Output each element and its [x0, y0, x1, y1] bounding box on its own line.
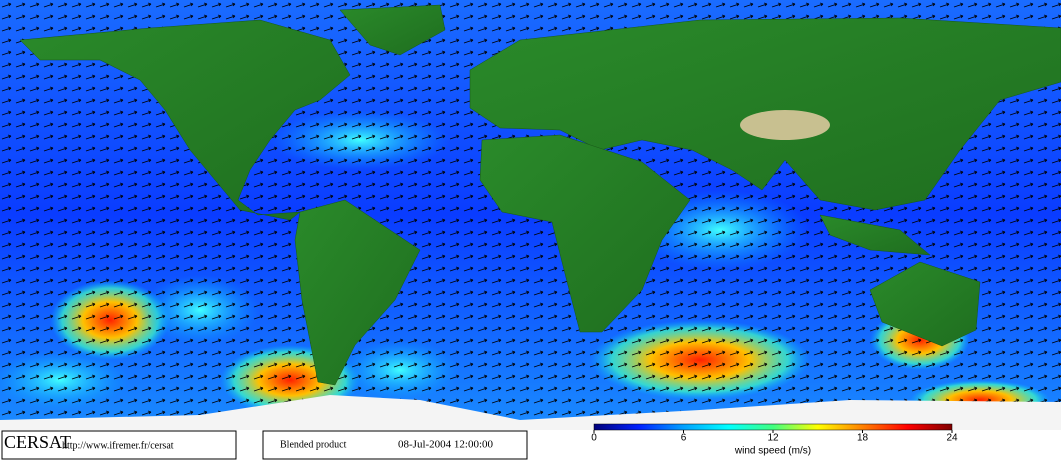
antarctica: [0, 395, 1061, 430]
logo-box: [1, 430, 237, 460]
date: 08-Jul-2004 12:00:00: [398, 439, 494, 451]
colorbar-tick-label: 18: [857, 433, 869, 444]
colorbar-scale: [593, 423, 953, 431]
product: Blended product: [280, 439, 347, 450]
colorbar-tick-label: 0: [591, 433, 597, 444]
product-box: [262, 430, 528, 460]
colorbar: 0 6 12 18 24 wind speed (m/s): [591, 423, 958, 457]
colorbar-tick-label: 24: [946, 433, 958, 444]
url: http://www.ifremer.fr/cersat: [62, 440, 174, 451]
colorbar-tick-label: 12: [767, 433, 779, 444]
logo: CERSAT: [4, 432, 71, 452]
land-layer: [19, 4, 1061, 386]
colorbar-label: wind speed (m/s): [734, 446, 811, 457]
colorbar-tick-label: 6: [681, 433, 687, 444]
